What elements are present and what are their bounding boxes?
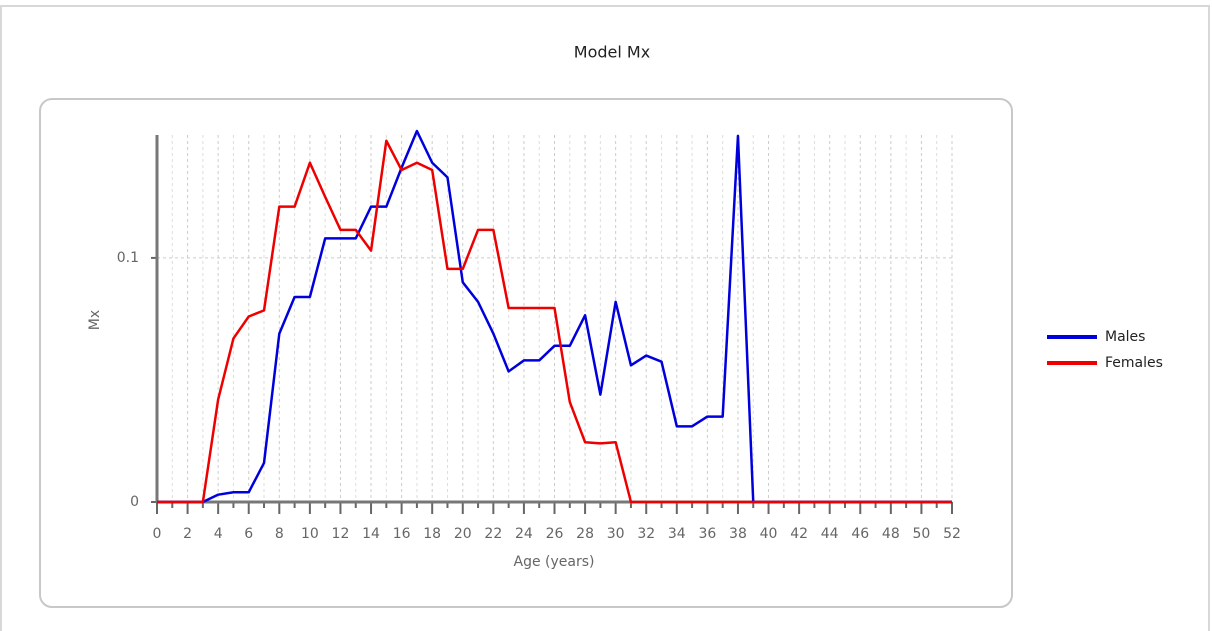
x-tick-label: 26 <box>546 526 564 542</box>
x-tick-label: 20 <box>454 526 472 542</box>
x-tick-label: 10 <box>301 526 319 542</box>
y-tick-label: 0 <box>130 494 139 510</box>
x-tick-label: 42 <box>790 526 808 542</box>
x-tick-label: 4 <box>214 526 223 542</box>
x-tick-label: 34 <box>668 526 686 542</box>
y-axis-label: Mx <box>87 310 103 330</box>
chart-title: Model Mx <box>574 43 650 62</box>
x-tick-label: 2 <box>183 526 192 542</box>
x-tick-label: 8 <box>275 526 284 542</box>
x-tick-label: 30 <box>607 526 625 542</box>
x-tick-label: 40 <box>760 526 778 542</box>
x-tick-label: 12 <box>332 526 350 542</box>
x-tick-label: 50 <box>913 526 931 542</box>
x-tick-label: 44 <box>821 526 839 542</box>
x-tick-label: 38 <box>729 526 747 542</box>
legend-label: Females <box>1105 355 1163 371</box>
x-tick-label: 14 <box>362 526 380 542</box>
x-tick-label: 48 <box>882 526 900 542</box>
series-line <box>157 139 952 504</box>
x-tick-label: 32 <box>637 526 655 542</box>
x-tick-label: 28 <box>576 526 594 542</box>
y-tick-label: 0.1 <box>117 250 139 266</box>
x-tick-label: 52 <box>943 526 961 542</box>
x-tick-label: 24 <box>515 526 533 542</box>
x-tick-label: 46 <box>851 526 869 542</box>
x-tick-label: 22 <box>484 526 502 542</box>
x-tick-label: 0 <box>153 526 162 542</box>
x-tick-label: 6 <box>244 526 253 542</box>
x-tick-label: 18 <box>423 526 441 542</box>
legend-label: Males <box>1105 329 1145 345</box>
x-tick-label: 36 <box>698 526 716 542</box>
x-tick-label: 16 <box>393 526 411 542</box>
x-axis-label: Age (years) <box>514 554 595 570</box>
